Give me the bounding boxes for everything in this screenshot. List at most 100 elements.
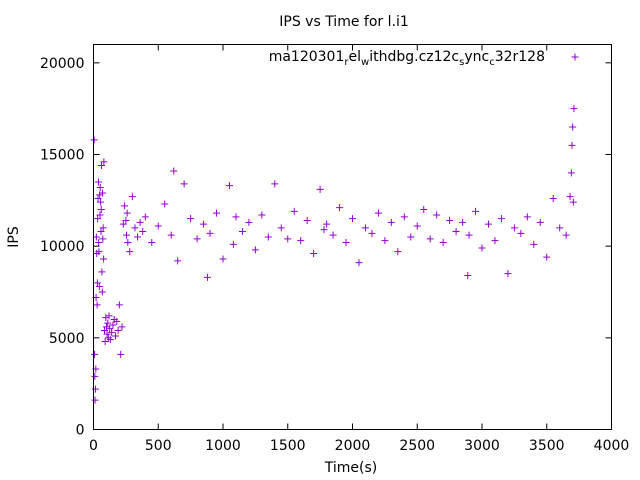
data-point bbox=[355, 259, 363, 267]
data-point bbox=[368, 229, 376, 237]
data-point bbox=[122, 217, 130, 224]
data-point bbox=[154, 222, 162, 230]
data-point bbox=[566, 193, 574, 201]
data-point bbox=[97, 206, 105, 213]
data-point bbox=[420, 206, 428, 213]
y-tick-label: 10000 bbox=[40, 239, 85, 255]
data-point bbox=[94, 178, 102, 186]
data-point bbox=[510, 224, 518, 232]
data-point bbox=[99, 189, 107, 197]
data-point bbox=[251, 246, 259, 254]
data-point bbox=[446, 217, 454, 224]
data-point bbox=[148, 239, 156, 246]
data-point bbox=[96, 184, 104, 191]
data-points bbox=[90, 105, 578, 404]
data-point bbox=[484, 220, 492, 228]
data-point bbox=[95, 248, 103, 256]
y-tick-label: 5000 bbox=[49, 331, 85, 347]
data-point bbox=[113, 317, 121, 325]
data-point bbox=[569, 123, 577, 131]
data-point bbox=[170, 167, 178, 175]
data-point bbox=[104, 319, 112, 327]
data-point bbox=[536, 218, 544, 226]
data-point bbox=[297, 237, 305, 245]
data-point bbox=[491, 237, 499, 245]
data-point bbox=[203, 273, 211, 281]
data-point bbox=[117, 350, 125, 358]
data-point bbox=[167, 231, 175, 239]
data-point bbox=[320, 226, 328, 234]
data-point bbox=[374, 209, 382, 217]
data-point bbox=[381, 237, 389, 245]
data-point bbox=[413, 222, 421, 230]
data-point bbox=[543, 253, 551, 261]
data-point bbox=[517, 229, 525, 237]
data-point bbox=[106, 336, 114, 344]
data-point bbox=[329, 231, 337, 239]
data-point bbox=[90, 136, 98, 144]
data-point bbox=[556, 224, 564, 232]
data-point bbox=[180, 180, 188, 188]
data-point bbox=[472, 207, 480, 215]
data-point bbox=[258, 211, 266, 219]
data-point bbox=[98, 288, 106, 296]
y-axis: 0 5000 10000 15000 20000 bbox=[40, 56, 612, 439]
data-point bbox=[200, 220, 208, 228]
data-point bbox=[119, 220, 127, 228]
data-point bbox=[123, 231, 131, 239]
data-point bbox=[284, 235, 292, 243]
data-point bbox=[323, 220, 331, 228]
data-point bbox=[100, 255, 108, 263]
data-point bbox=[439, 239, 447, 246]
legend: ma120301relwithdbg.cz12csyncc32r128 bbox=[269, 49, 579, 68]
data-point bbox=[465, 231, 473, 239]
legend-series-name: ma120301relwithdbg.cz12csyncc32r128 bbox=[269, 49, 545, 68]
data-point bbox=[570, 105, 578, 113]
data-point bbox=[115, 301, 123, 309]
x-tick-label: 3500 bbox=[529, 438, 565, 454]
data-point bbox=[97, 198, 105, 206]
data-point bbox=[361, 224, 369, 232]
data-point bbox=[336, 204, 344, 212]
data-point bbox=[407, 233, 415, 241]
data-point bbox=[387, 218, 395, 226]
data-point bbox=[106, 325, 114, 333]
data-point bbox=[562, 231, 570, 239]
y-tick-label: 20000 bbox=[40, 56, 85, 72]
x-axis-label: Time(s) bbox=[324, 460, 377, 476]
x-tick-label: 2500 bbox=[399, 438, 435, 454]
x-tick-label: 1500 bbox=[270, 438, 306, 454]
data-point bbox=[103, 330, 111, 338]
data-point bbox=[232, 213, 240, 221]
data-point bbox=[478, 244, 486, 252]
data-point bbox=[349, 215, 356, 223]
x-tick-label: 2000 bbox=[335, 438, 371, 454]
data-point bbox=[124, 239, 132, 246]
data-point bbox=[426, 235, 434, 243]
data-point bbox=[98, 268, 106, 276]
data-point bbox=[206, 229, 214, 237]
data-point bbox=[569, 198, 577, 206]
data-point bbox=[452, 228, 460, 235]
data-point bbox=[342, 239, 350, 246]
x-tick-label: 0 bbox=[89, 438, 98, 454]
data-point bbox=[271, 180, 279, 188]
data-point bbox=[229, 240, 237, 248]
data-point bbox=[91, 350, 99, 358]
data-point bbox=[91, 372, 99, 380]
data-point bbox=[123, 209, 131, 217]
data-point bbox=[400, 213, 408, 221]
data-point bbox=[225, 182, 233, 190]
data-point bbox=[464, 272, 472, 279]
data-point bbox=[101, 327, 109, 334]
y-tick-label: 15000 bbox=[40, 148, 85, 164]
data-point bbox=[459, 218, 467, 226]
data-point bbox=[98, 162, 106, 169]
x-tick-label: 3000 bbox=[464, 438, 500, 454]
data-point bbox=[530, 240, 538, 248]
data-point bbox=[134, 233, 142, 241]
data-point bbox=[238, 228, 246, 235]
data-point bbox=[139, 228, 147, 235]
